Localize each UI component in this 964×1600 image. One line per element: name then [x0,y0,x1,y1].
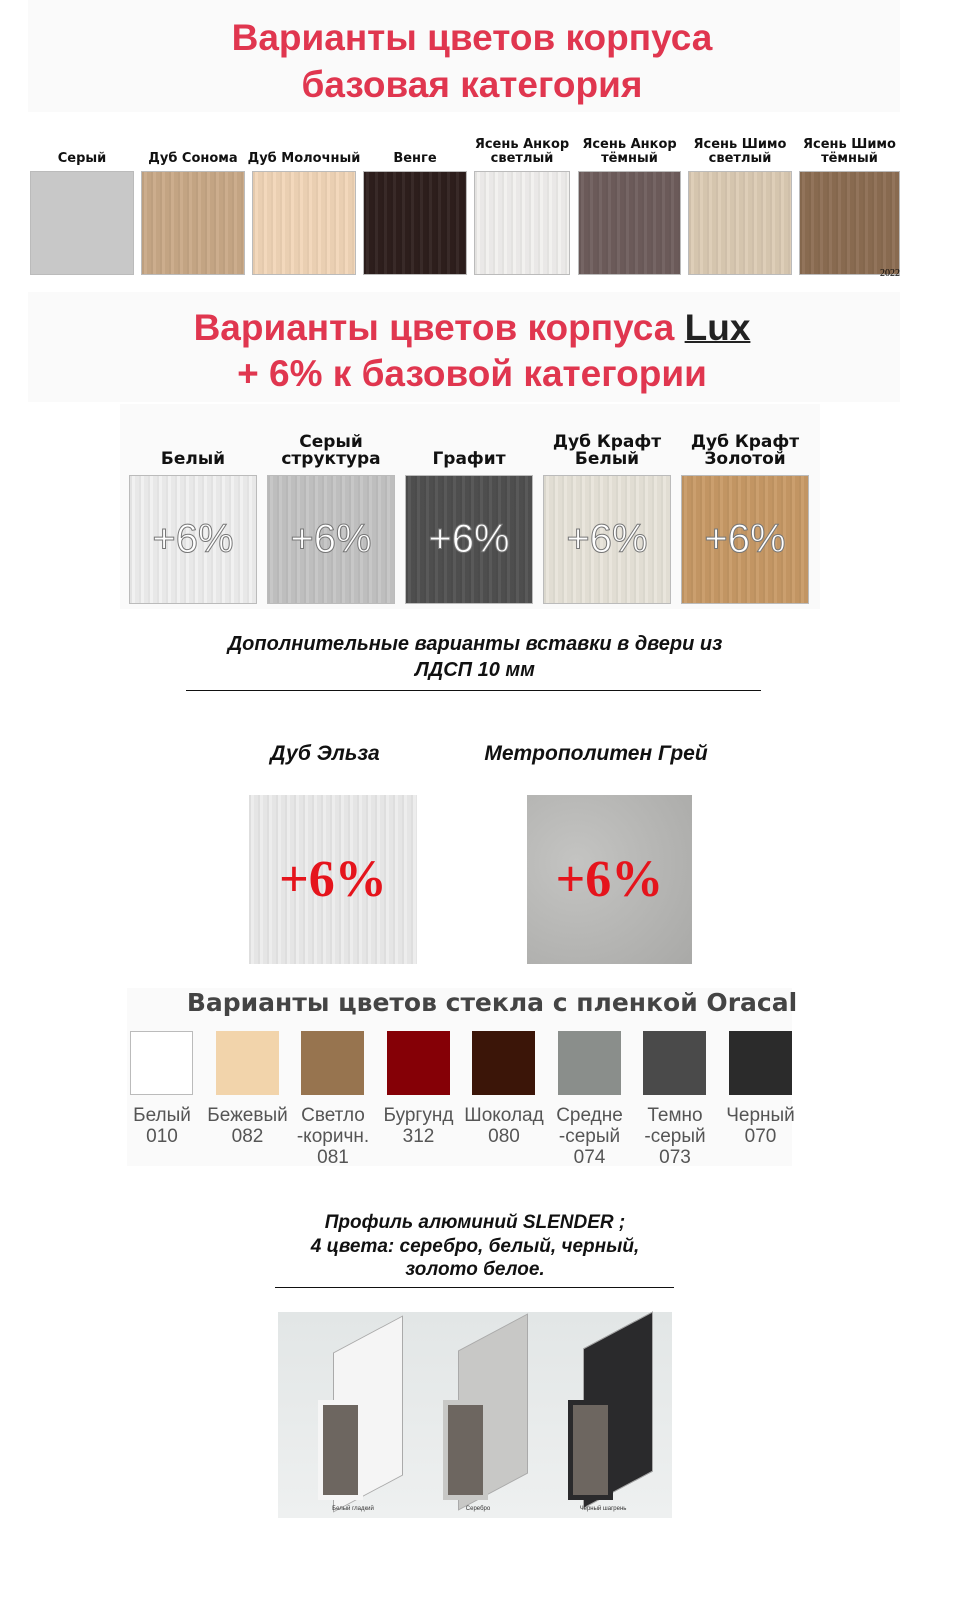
oracal-code: 081 [317,1147,349,1168]
oracal-code: 312 [402,1126,435,1147]
oracal-name: Белый [133,1105,191,1126]
oracal-swatch [130,1031,193,1095]
oracal-name: Черный [726,1105,795,1126]
oracal-swatch [472,1031,535,1095]
oracal-label: Черный 070 [716,1105,806,1147]
insert-label: Дуб Эльза [270,742,380,765]
color-label: Дуб Сонома [148,151,238,166]
color-swatch [799,171,900,275]
oracal-code: 074 [573,1147,606,1168]
oracal-label: Светло -коричн. 081 [288,1105,378,1168]
profile-line2: 4 цвета: серебро, белый, черный, [310,1235,640,1257]
base-title-line1: Варианты цветов корпуса [231,17,713,58]
price-badge: +6% [704,517,786,562]
color-swatch [252,171,356,275]
color-label: Серый [57,151,107,166]
oracal-swatch [301,1031,364,1095]
price-badge: +6% [279,851,387,908]
oracal-name: Бургунд [383,1105,454,1126]
price-badge: +6% [555,851,664,908]
divider [186,690,761,691]
base-title-line2: базовая категория [301,64,643,105]
lux-color-label: Белый [160,449,226,469]
color-label: Венге [393,151,437,166]
profile-section [568,1400,613,1500]
lux-title-line1: Варианты цветов корпуса Lux [0,304,944,351]
price-badge: +6% [428,517,510,562]
color-swatch [363,171,467,275]
lux-title-lux: Lux [684,307,751,348]
price-badge: +6% [566,517,648,562]
oracal-swatch [643,1031,706,1095]
lux-color-label: Графит [432,449,506,469]
lux-color-swatch [543,475,671,604]
oracal-label: Темно -серый 073 [630,1105,720,1168]
color-swatch [688,171,792,275]
oracal-swatch [215,1031,279,1095]
insert-swatch [527,795,692,964]
oracal-name: Светло -коричн. [296,1105,370,1147]
lux-color-label: Серый структура [281,432,381,469]
profile-section [318,1400,363,1500]
oracal-label: Белый 010 [117,1105,207,1147]
price-badge: +6% [290,517,372,562]
oracal-label: Шоколад 080 [459,1105,549,1147]
oracal-label: Средне -серый 074 [545,1105,635,1168]
lux-color-swatch [405,475,533,604]
divider [275,1287,674,1288]
lux-title-line2: + 6% к базовой категории [237,353,707,394]
color-label: Ясень Шимо светлый [693,137,787,166]
color-label: Ясень Шимо тёмный [803,137,896,166]
lux-color-label: Дуб Крафт Золотой [690,432,800,469]
price-badge: +6% [152,517,234,562]
oracal-code: 073 [659,1147,691,1168]
oracal-code: 080 [488,1126,520,1147]
lux-color-swatch [267,475,395,604]
oracal-label: Бургунд 312 [374,1105,464,1147]
lux-color-swatch [129,475,257,604]
profile-line3: золото белое. [405,1259,545,1280]
inserts-heading-line1: Дополнительные варианты вставки в двери … [227,633,723,655]
oracal-name: Шоколад [464,1105,544,1126]
color-label: Дуб Молочный [247,151,361,166]
profile-caption: Серебро [465,1506,491,1512]
color-label: Ясень Анкор тёмный [582,137,677,166]
profile-caption: Чёрный шагрень [579,1506,627,1512]
oracal-label: Бежевый 082 [203,1105,293,1147]
oracal-code: 010 [146,1126,178,1147]
oracal-name: Бежевый [207,1105,288,1126]
color-swatch [578,171,681,275]
lux-title-prefix: Варианты цветов корпуса [193,307,685,348]
lux-color-label: Дуб Крафт Белый [552,432,662,469]
corner-mark: 2022 [880,268,900,279]
inserts-heading-line2: ЛДСП 10 мм [415,659,535,681]
oracal-code: 082 [231,1126,264,1147]
inserts-heading: Дополнительные варианты вставки в двери … [150,631,800,683]
oracal-code: 070 [744,1126,777,1147]
profile-caption: Белый гладкий [332,1506,374,1512]
profile-photo: Белый гладкий Серебро Чёрный шагрень [278,1311,672,1518]
oracal-swatch [557,1031,621,1095]
color-label: Ясень Анкор светлый [474,137,570,166]
oracal-swatch [728,1031,792,1095]
profile-line1: Профиль алюминий SLENDER ; [324,1212,626,1233]
insert-swatch [249,795,417,964]
oracal-name: Темно -серый [644,1105,706,1147]
color-swatch [474,171,570,275]
oracal-title: Варианты цветов стекла с пленкой Oracal [186,988,798,1017]
profile-section [443,1400,488,1500]
color-swatch [30,171,134,275]
oracal-swatch [386,1031,450,1095]
color-swatch [141,171,245,275]
profile-text: Профиль алюминий SLENDER ; 4 цвета: сереб… [220,1211,730,1282]
insert-label: Метрополитен Грей [484,742,708,765]
lux-color-swatch [681,475,809,604]
oracal-name: Средне -серый [556,1105,623,1147]
